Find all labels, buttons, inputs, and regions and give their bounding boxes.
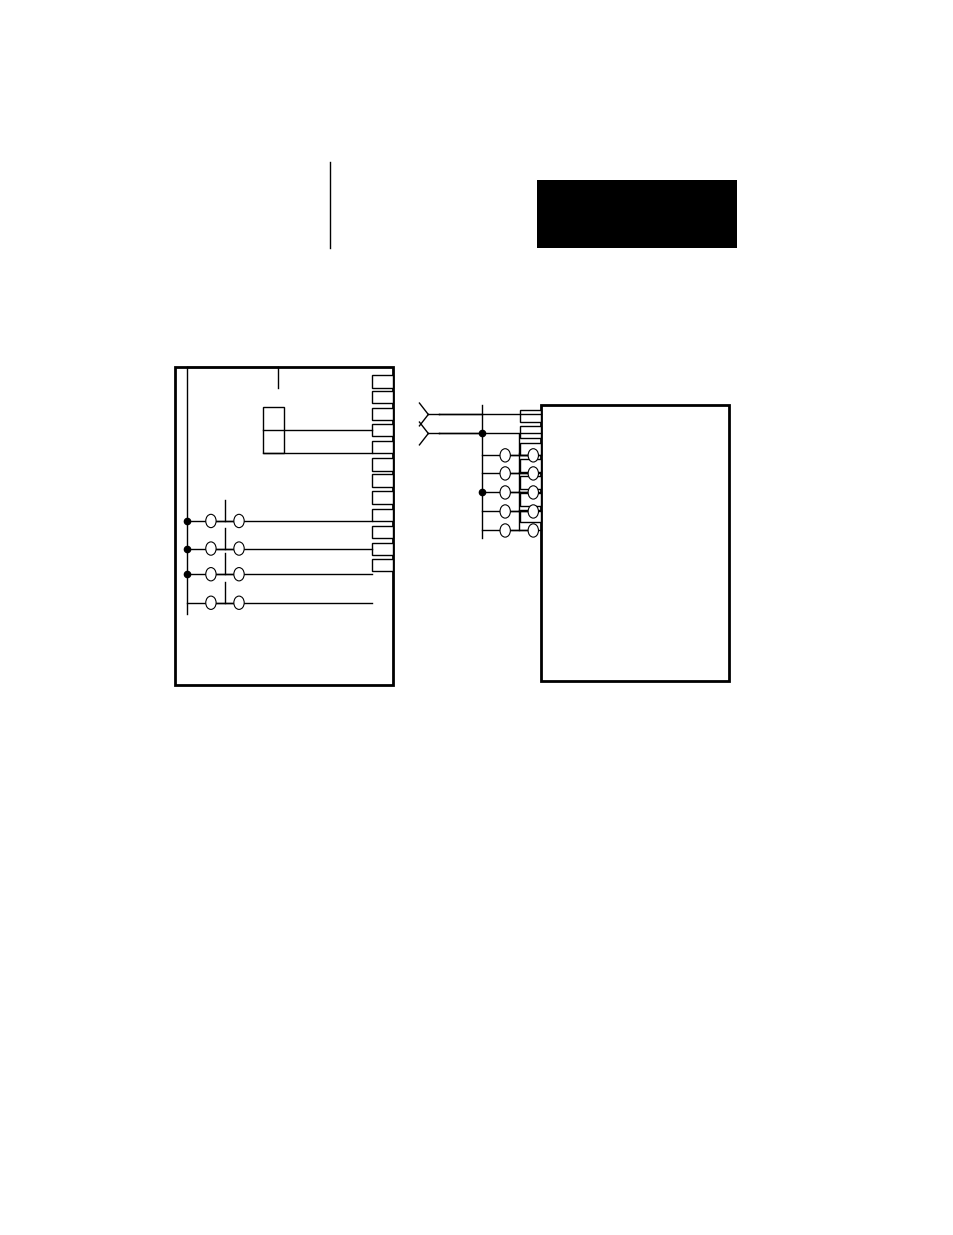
Bar — [372, 458, 393, 471]
Circle shape — [233, 597, 244, 609]
Bar — [519, 426, 540, 438]
Circle shape — [206, 514, 216, 527]
Circle shape — [233, 514, 244, 527]
Bar — [372, 492, 393, 504]
Circle shape — [528, 524, 537, 537]
Circle shape — [499, 505, 510, 519]
Bar — [519, 459, 540, 472]
Circle shape — [528, 467, 537, 480]
Bar — [519, 494, 540, 506]
Bar — [174, 367, 393, 685]
Bar — [519, 410, 540, 422]
Bar — [537, 179, 736, 248]
Bar — [519, 443, 540, 456]
Bar — [372, 526, 393, 538]
Circle shape — [499, 467, 510, 480]
Bar — [372, 543, 393, 556]
Circle shape — [499, 524, 510, 537]
Bar — [372, 375, 393, 388]
Bar — [372, 390, 393, 403]
Circle shape — [499, 485, 510, 499]
Circle shape — [206, 542, 216, 556]
Bar — [519, 477, 540, 489]
Circle shape — [499, 448, 510, 462]
Circle shape — [528, 485, 537, 499]
Bar — [372, 559, 393, 572]
Bar — [372, 441, 393, 453]
Circle shape — [206, 597, 216, 609]
Circle shape — [528, 448, 537, 462]
Bar — [372, 408, 393, 420]
Circle shape — [233, 568, 244, 580]
Bar — [372, 474, 393, 487]
Circle shape — [206, 568, 216, 580]
Bar — [263, 406, 284, 452]
Circle shape — [528, 505, 537, 519]
Bar — [372, 509, 393, 521]
Bar — [519, 510, 540, 522]
Bar — [372, 424, 393, 436]
Bar — [540, 405, 728, 680]
Circle shape — [233, 542, 244, 556]
